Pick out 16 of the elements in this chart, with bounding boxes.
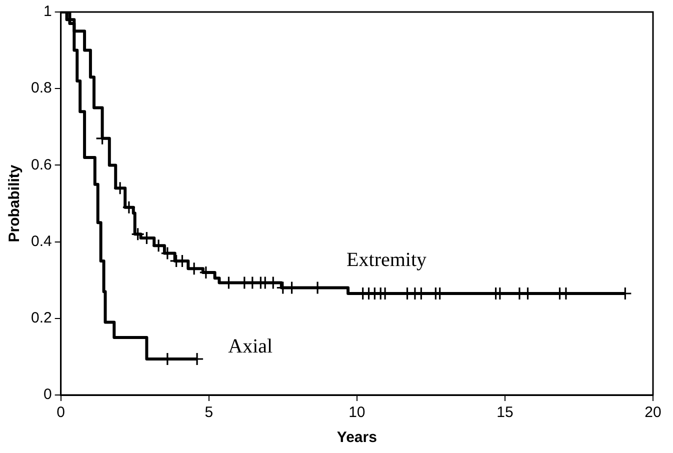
y-tick-label: 0	[44, 386, 52, 404]
x-axis-title: Years	[336, 429, 377, 446]
annotation: Axial	[228, 335, 273, 358]
x-tick-label: 15	[496, 404, 514, 422]
annotation: Extremity	[346, 249, 427, 272]
point	[131, 227, 145, 241]
y-axis-title: Probability	[6, 164, 24, 242]
y-tick-label: 0.4	[30, 232, 52, 250]
y-tick-label: 1	[44, 3, 52, 20]
y-tick-label: 0.8	[30, 80, 52, 97]
x-tick-label: 10	[348, 404, 366, 422]
x-tick-label: 5	[204, 404, 214, 422]
y-tick-label: 0.2	[30, 310, 52, 327]
x-tick-label: 20	[644, 404, 662, 422]
x-tick-label: 0	[56, 404, 66, 422]
y-tick-label: 0.6	[30, 156, 52, 174]
